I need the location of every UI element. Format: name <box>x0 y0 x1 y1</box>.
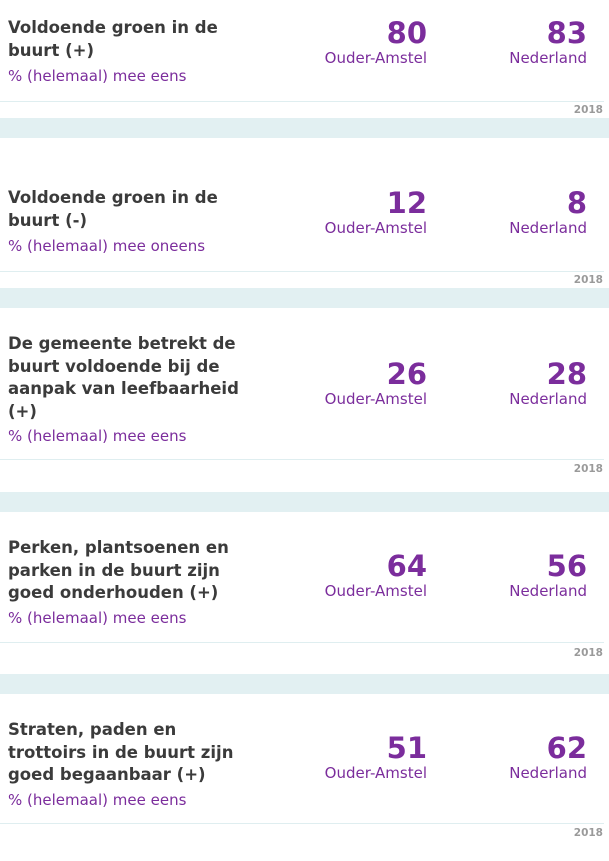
national-stat: 83 Nederland <box>509 17 587 68</box>
national-value: 56 <box>546 549 587 583</box>
national-label: Nederland <box>509 219 587 237</box>
indicator-title: Voldoende groen in de buurt (-) <box>8 188 218 230</box>
indicator-card: Voldoende groen in de buurt (+) % (helem… <box>0 0 609 118</box>
local-value: 51 <box>386 731 427 765</box>
year-label: 2018 <box>573 463 603 475</box>
indicator-card: De gemeente betrekt de buurt voldoende b… <box>0 308 609 492</box>
card-separator <box>0 288 609 308</box>
national-label: Nederland <box>509 764 587 782</box>
national-value: 8 <box>566 186 587 220</box>
indicator-subtitle: % (helemaal) mee oneens <box>8 237 206 255</box>
local-label: Ouder-Amstel <box>324 49 427 67</box>
local-label: Ouder-Amstel <box>324 582 427 600</box>
card-divider <box>0 101 604 102</box>
card-divider <box>0 271 604 272</box>
indicator-title: De gemeente betrekt de buurt voldoende b… <box>8 334 239 421</box>
card-separator <box>0 492 609 512</box>
year-label: 2018 <box>573 274 603 286</box>
card-divider <box>0 823 604 824</box>
national-stat: 62 Nederland <box>509 732 587 783</box>
local-value: 80 <box>386 16 427 50</box>
national-label: Nederland <box>509 582 587 600</box>
national-value: 28 <box>546 357 587 391</box>
national-stat: 8 Nederland <box>509 187 587 238</box>
local-value: 64 <box>386 549 427 583</box>
local-stat: 26 Ouder-Amstel <box>325 358 427 409</box>
local-stat: 51 Ouder-Amstel <box>325 732 427 783</box>
card-divider <box>0 642 604 643</box>
indicator-title: Voldoende groen in de buurt (+) <box>8 18 218 60</box>
local-value: 26 <box>386 357 427 391</box>
card-separator <box>0 118 609 138</box>
year-label: 2018 <box>573 104 603 116</box>
year-label: 2018 <box>573 647 603 659</box>
local-stat: 80 Ouder-Amstel <box>325 17 427 68</box>
local-label: Ouder-Amstel <box>324 764 427 782</box>
indicator-card: Voldoende groen in de buurt (-) % (helem… <box>0 138 609 288</box>
local-stat: 64 Ouder-Amstel <box>325 550 427 601</box>
local-stat: 12 Ouder-Amstel <box>325 187 427 238</box>
indicator-title: Straten, paden en trottoirs in de buurt … <box>8 720 234 784</box>
indicator-title: Perken, plantsoenen en parken in de buur… <box>8 538 229 602</box>
local-label: Ouder-Amstel <box>324 390 427 408</box>
national-label: Nederland <box>509 49 587 67</box>
national-value: 83 <box>546 16 587 50</box>
local-value: 12 <box>386 186 427 220</box>
local-label: Ouder-Amstel <box>324 219 427 237</box>
indicator-list: Voldoende groen in de buurt (+) % (helem… <box>0 0 609 841</box>
national-value: 62 <box>546 731 587 765</box>
indicator-card: Straten, paden en trottoirs in de buurt … <box>0 694 609 841</box>
card-separator <box>0 674 609 694</box>
indicator-subtitle: % (helemaal) mee eens <box>8 609 187 627</box>
indicator-subtitle: % (helemaal) mee eens <box>8 67 187 85</box>
indicator-subtitle: % (helemaal) mee eens <box>8 791 187 809</box>
national-label: Nederland <box>509 390 587 408</box>
national-stat: 28 Nederland <box>509 358 587 409</box>
national-stat: 56 Nederland <box>509 550 587 601</box>
indicator-subtitle: % (helemaal) mee eens <box>8 427 187 445</box>
indicator-card: Perken, plantsoenen en parken in de buur… <box>0 512 609 674</box>
year-label: 2018 <box>573 827 603 839</box>
card-divider <box>0 459 604 460</box>
